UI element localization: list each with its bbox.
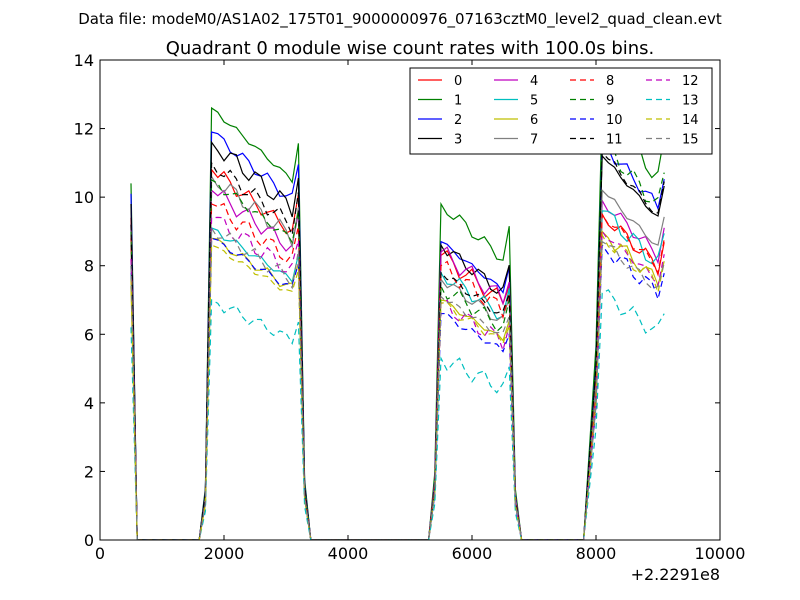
legend-label-7: 7	[530, 133, 538, 148]
series-line-2	[130, 131, 665, 540]
x-tick-label: 2000	[204, 544, 245, 563]
y-tick-label: 14	[74, 51, 94, 70]
x-tick-label: 8000	[576, 544, 617, 563]
series-line-9	[130, 141, 665, 540]
y-tick-label: 0	[84, 531, 94, 550]
x-tick-label: 0	[95, 544, 105, 563]
series-line-0	[130, 168, 665, 540]
legend-label-12: 12	[682, 74, 699, 89]
legend-label-11: 11	[606, 133, 623, 148]
y-tick-label: 6	[84, 325, 94, 344]
legend-label-3: 3	[454, 133, 462, 148]
legend-label-0: 0	[454, 74, 462, 89]
x-axis-offset-label: +2.2291e8	[631, 565, 720, 584]
series-line-13	[130, 289, 665, 540]
legend-label-14: 14	[682, 113, 699, 128]
figure-suptitle: Data file: modeM0/AS1A02_175T01_90000009…	[78, 10, 722, 29]
y-tick-label: 10	[74, 188, 94, 207]
legend-label-5: 5	[530, 94, 538, 109]
x-tick-label: 10000	[695, 544, 746, 563]
series-line-15	[130, 225, 665, 540]
series-line-8	[130, 202, 665, 540]
series-line-14	[130, 232, 665, 540]
axes-frame	[99, 59, 721, 541]
series-line-10	[130, 237, 665, 540]
legend-label-13: 13	[682, 94, 699, 109]
legend-label-4: 4	[530, 74, 538, 89]
plot-title: Quadrant 0 module wise count rates with …	[166, 38, 655, 59]
legend-label-15: 15	[682, 133, 699, 148]
x-tick-label: 6000	[452, 544, 493, 563]
series-line-7	[130, 174, 665, 540]
legend-label-10: 10	[606, 113, 623, 128]
y-tick-label: 8	[84, 257, 94, 276]
legend-box	[409, 67, 713, 155]
legend-label-6: 6	[530, 113, 538, 128]
x-tick-label: 4000	[328, 544, 369, 563]
y-tick-label: 12	[74, 120, 94, 139]
y-tick-label: 4	[84, 394, 94, 413]
legend-label-2: 2	[454, 113, 462, 128]
y-tick-label: 2	[84, 462, 94, 481]
legend-label-9: 9	[606, 94, 614, 109]
legend-label-1: 1	[454, 94, 462, 109]
series-lines	[130, 106, 665, 540]
series-line-12	[130, 216, 665, 540]
legend-label-8: 8	[606, 74, 614, 89]
series-line-5	[130, 210, 665, 540]
